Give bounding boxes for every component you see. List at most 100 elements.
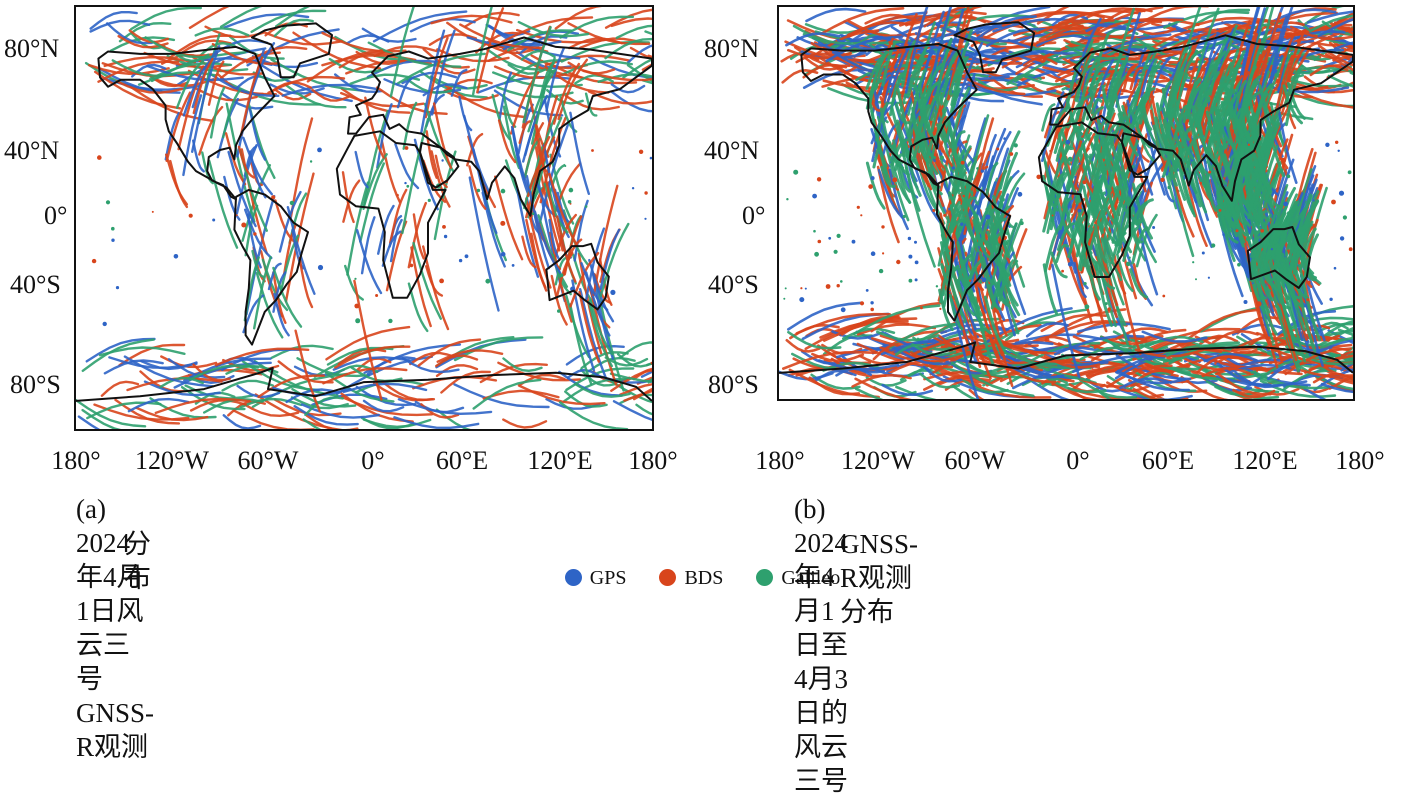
observation-dot — [532, 212, 535, 215]
observation-dot — [501, 189, 506, 194]
lat-label-0: 0° — [44, 203, 67, 229]
observation-dot — [1162, 295, 1165, 298]
lat-label-80n: 80°N — [4, 36, 59, 62]
observation-dot — [354, 278, 356, 280]
lat-label-40s: 40°S — [10, 272, 61, 298]
reflection-tracks — [779, 7, 1353, 399]
map-b — [777, 5, 1355, 401]
observation-dot — [799, 297, 804, 302]
observation-dot — [500, 221, 505, 226]
observation-dot — [564, 165, 566, 167]
observation-dot — [189, 214, 193, 218]
observation-dot — [936, 285, 938, 287]
legend-label-gps: GPS — [590, 567, 627, 589]
observation-dot — [886, 177, 890, 181]
observation-dot — [650, 157, 652, 160]
observation-dot — [442, 225, 446, 229]
observation-dot — [397, 194, 399, 196]
observation-dot — [915, 261, 919, 265]
observation-dot — [841, 307, 846, 312]
observation-dot — [477, 189, 480, 192]
track-segment — [341, 93, 423, 106]
observation-dot — [1329, 298, 1332, 301]
observation-dot — [459, 259, 462, 262]
observation-dot — [1080, 137, 1083, 140]
observation-dot — [97, 155, 102, 160]
track-segment — [464, 116, 489, 192]
observation-dot — [212, 219, 215, 222]
observation-dot — [996, 148, 999, 151]
observation-dot — [1334, 267, 1337, 270]
observation-dot — [1340, 236, 1344, 240]
observation-dot — [939, 156, 944, 161]
observation-dot — [152, 211, 154, 213]
observation-dot — [485, 279, 490, 284]
observation-dot — [826, 284, 831, 289]
observation-dot — [837, 234, 841, 238]
observation-dot — [909, 279, 913, 283]
observation-dot — [1160, 178, 1164, 182]
observation-dot — [111, 227, 115, 231]
observation-dot — [585, 205, 588, 208]
observation-dot — [805, 288, 807, 290]
track-plot-b — [779, 7, 1353, 399]
observation-dot — [1061, 270, 1064, 273]
galileo-marker-icon — [756, 569, 773, 586]
lat-label-80n: 80°N — [704, 36, 759, 62]
observation-dot — [903, 215, 906, 218]
observation-dot — [883, 170, 888, 175]
track-segment — [807, 9, 866, 21]
observation-dot — [932, 209, 935, 212]
observation-dot — [441, 159, 443, 161]
observation-dot — [837, 284, 840, 287]
observation-dot — [1195, 278, 1197, 280]
observation-dot — [943, 214, 946, 217]
observation-dot — [557, 309, 560, 312]
track-segment — [497, 87, 572, 97]
observation-dot — [793, 170, 798, 175]
lat-label-80s: 80°S — [708, 372, 759, 398]
observation-dot — [512, 264, 515, 267]
observation-dot — [915, 278, 918, 281]
observation-dot — [318, 265, 323, 270]
observation-dot — [870, 301, 873, 304]
track-segment — [614, 401, 652, 429]
legend-item-gps: GPS — [565, 567, 627, 590]
observation-dot — [465, 254, 469, 258]
lon-label-120e: 120°E — [1232, 448, 1297, 474]
track-plot-a — [76, 7, 652, 429]
observation-dot — [355, 318, 360, 323]
observation-dot — [111, 239, 114, 242]
observation-dot — [785, 287, 787, 289]
observation-dot — [1335, 141, 1338, 144]
observation-dot — [1248, 144, 1250, 146]
observation-dot — [591, 149, 594, 152]
observation-dot — [852, 240, 856, 244]
lon-label-120w: 120°W — [135, 448, 209, 474]
observation-dot — [1313, 199, 1315, 201]
lat-label-40n: 40°N — [4, 138, 59, 164]
observation-dot — [317, 148, 322, 153]
observation-dot — [961, 161, 965, 165]
observation-dot — [174, 254, 179, 259]
observation-dot — [610, 290, 615, 295]
observation-dot — [813, 230, 816, 233]
observation-dot — [1349, 247, 1353, 251]
observation-dot — [976, 167, 979, 170]
observation-dot — [428, 199, 431, 202]
observation-dot — [1260, 229, 1264, 233]
observation-dot — [501, 252, 506, 257]
observation-dot — [116, 286, 119, 289]
observation-dot — [1281, 158, 1286, 163]
observation-dot — [812, 194, 817, 199]
observation-dot — [1107, 307, 1111, 311]
observation-dot — [952, 166, 955, 169]
track-segment — [296, 331, 320, 412]
observation-dot — [560, 273, 564, 277]
observation-dot — [1208, 171, 1211, 174]
observation-dot — [632, 187, 634, 189]
lat-label-40n: 40°N — [704, 138, 759, 164]
track-segment — [252, 11, 326, 32]
observation-dot — [818, 240, 822, 244]
observation-dot — [1167, 186, 1170, 189]
